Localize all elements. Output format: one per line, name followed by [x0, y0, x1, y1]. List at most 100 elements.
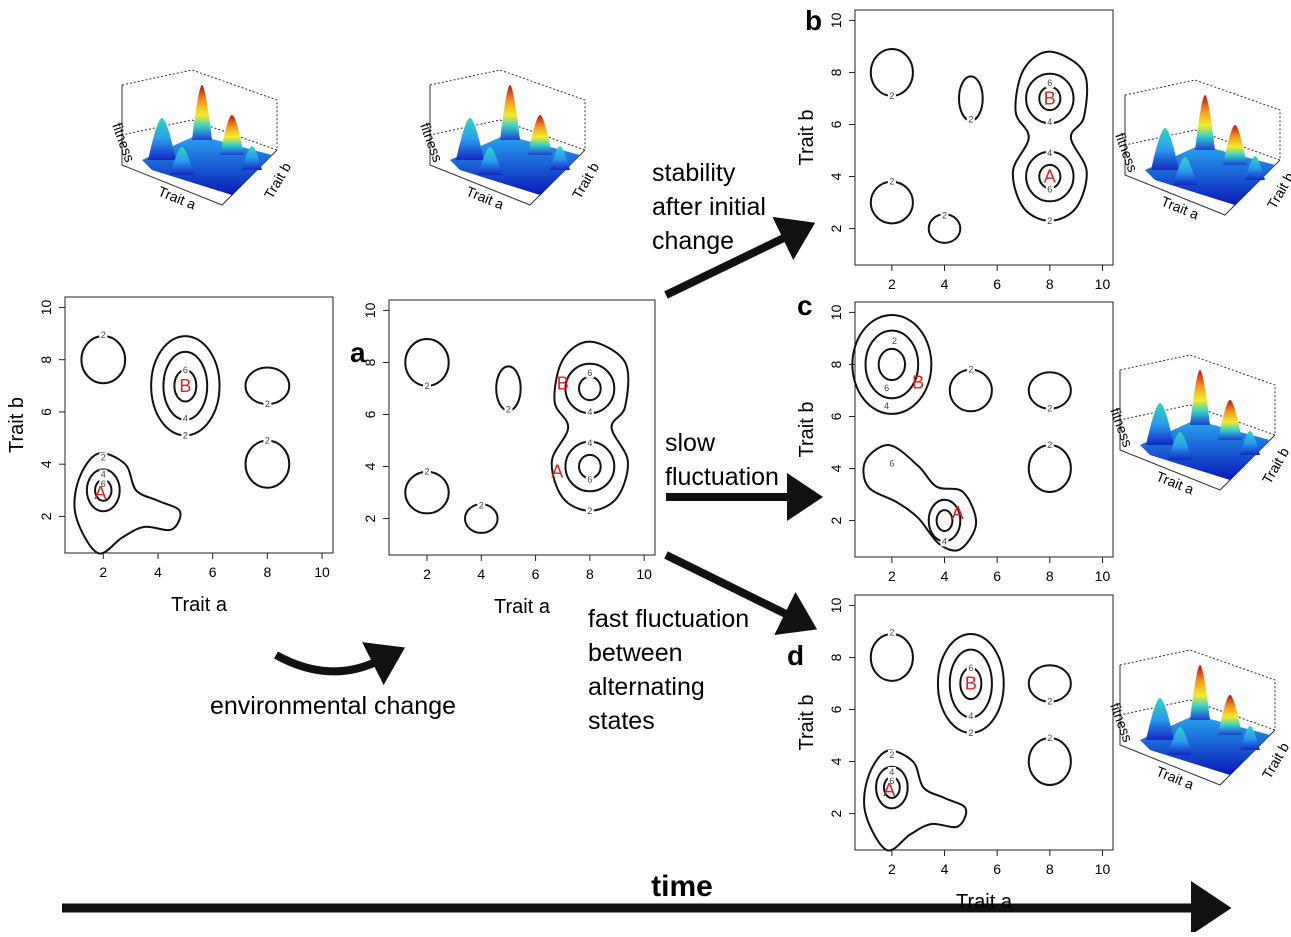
x-tick-label: 2 — [888, 861, 896, 877]
contour-label: 4 — [968, 711, 973, 721]
arrow-label: slow — [665, 429, 716, 457]
x-axis-label: Trait a — [494, 596, 551, 618]
contour-label: 2 — [587, 506, 592, 516]
contour-label: 2 — [265, 436, 270, 446]
x-tick-label: 6 — [993, 568, 1001, 584]
y-tick-label: 2 — [828, 516, 844, 524]
x-tick-label: 8 — [263, 564, 271, 580]
x-tick-label: 2 — [888, 276, 896, 292]
contour — [405, 472, 448, 514]
time-label: time — [651, 870, 713, 903]
y-tick-label: 8 — [828, 68, 844, 76]
arrow-label: environmental change — [210, 692, 456, 720]
surface-z-label: fitness — [1107, 406, 1136, 450]
contour-label: 4 — [1047, 148, 1052, 158]
figure: 2 2 4 6 2 2 2 4 6 A B 2 4 6 8 10 2 4 6 8 10 Trait a Trait b 2 2 2… — [0, 0, 1291, 932]
surface-peak — [220, 115, 244, 155]
contour-label: 2 — [968, 728, 973, 738]
contour-label: 4 — [587, 438, 592, 448]
contour — [871, 634, 913, 681]
surface-z-label: fitness — [1112, 131, 1141, 175]
contour-label: 2 — [942, 211, 947, 221]
surface-peak — [500, 85, 520, 140]
surface-peak — [192, 85, 212, 140]
fitness-surface: fitnessTrait aTrait b — [1112, 80, 1291, 223]
x-tick-label: 10 — [1095, 568, 1111, 584]
y-tick-label: 8 — [828, 653, 844, 661]
x-axis-label: Trait a — [171, 594, 228, 616]
x-tick-label: 10 — [314, 564, 330, 580]
x-tick-label: 2 — [423, 566, 431, 582]
y-tick-label: 10 — [828, 597, 844, 613]
surface-peak — [1151, 128, 1179, 170]
y-tick-label: 4 — [362, 462, 378, 470]
contour-label: 2 — [101, 330, 106, 340]
y-tick-label: 2 — [362, 514, 378, 522]
contour-label: 6 — [884, 383, 889, 393]
x-tick-label: 10 — [1095, 861, 1111, 877]
contour — [1029, 738, 1071, 785]
arrow — [276, 655, 380, 671]
y-tick-label: 8 — [828, 360, 844, 368]
contour-label: 6 — [587, 475, 592, 485]
contour-label: 2 — [183, 430, 188, 440]
panel-letter: d — [787, 640, 804, 671]
x-tick-label: 8 — [1046, 568, 1054, 584]
contour-label: 2 — [1047, 404, 1052, 414]
y-tick-label: 6 — [828, 705, 844, 713]
x-tick-label: 4 — [477, 566, 485, 582]
contour-label: 2 — [889, 628, 894, 638]
y-tick-label: 6 — [38, 408, 54, 416]
contour — [81, 336, 125, 383]
y-tick-label: 2 — [38, 512, 54, 520]
surface-z-label: fitness — [1107, 701, 1136, 745]
x-tick-label: 8 — [586, 566, 594, 582]
fitness-surface: fitnessTrait aTrait b — [1107, 650, 1291, 793]
x-tick-label: 8 — [1046, 276, 1054, 292]
contour-label: 4 — [884, 401, 889, 411]
contour-label: 2 — [506, 404, 511, 414]
peak-marker: B — [912, 373, 924, 393]
surface-peak — [1146, 698, 1174, 740]
arrow-label: after initial — [652, 193, 766, 221]
contour — [937, 510, 953, 531]
contour-label: 2 — [1047, 440, 1052, 450]
surface-peak — [1190, 665, 1210, 720]
contour-label: 2 — [889, 750, 894, 760]
peak-marker: B — [557, 373, 569, 393]
peak-marker: B — [1044, 88, 1056, 108]
y-tick-label: 4 — [828, 464, 844, 472]
contour-label: 4 — [183, 413, 188, 423]
x-tick-label: 10 — [1095, 276, 1111, 292]
contour — [863, 445, 976, 551]
contour-label: 2 — [892, 336, 897, 346]
surface-peak — [1218, 400, 1242, 440]
x-tick-label: 8 — [1046, 861, 1054, 877]
contour-panel: 224622246AB246810246810Trait aTrait b — [6, 297, 333, 616]
x-tick-label: 4 — [154, 564, 162, 580]
x-tick-label: 6 — [993, 276, 1001, 292]
y-tick-label: 10 — [828, 12, 844, 28]
arrow-label: fluctuation — [665, 463, 779, 491]
x-tick-label: 6 — [532, 566, 540, 582]
y-axis-label: Trait b — [6, 397, 28, 453]
contour-label: 6 — [889, 458, 894, 468]
contour-label: 6 — [587, 368, 592, 378]
arrow-label: states — [588, 707, 655, 735]
arrows — [62, 235, 1200, 908]
y-axis-label: Trait b — [796, 402, 818, 458]
y-tick-label: 10 — [828, 304, 844, 320]
contour-label: 2 — [424, 381, 429, 391]
peak-marker: A — [883, 780, 895, 800]
surface-peak — [148, 118, 176, 160]
fitness-surface: fitnessTrait aTrait b — [417, 70, 602, 213]
surface-y-label: Trait b — [1259, 444, 1291, 486]
contour — [245, 441, 289, 488]
contour — [579, 377, 601, 400]
contour-label: 2 — [1047, 216, 1052, 226]
y-tick-label: 4 — [828, 172, 844, 180]
peak-marker: B — [179, 376, 191, 396]
